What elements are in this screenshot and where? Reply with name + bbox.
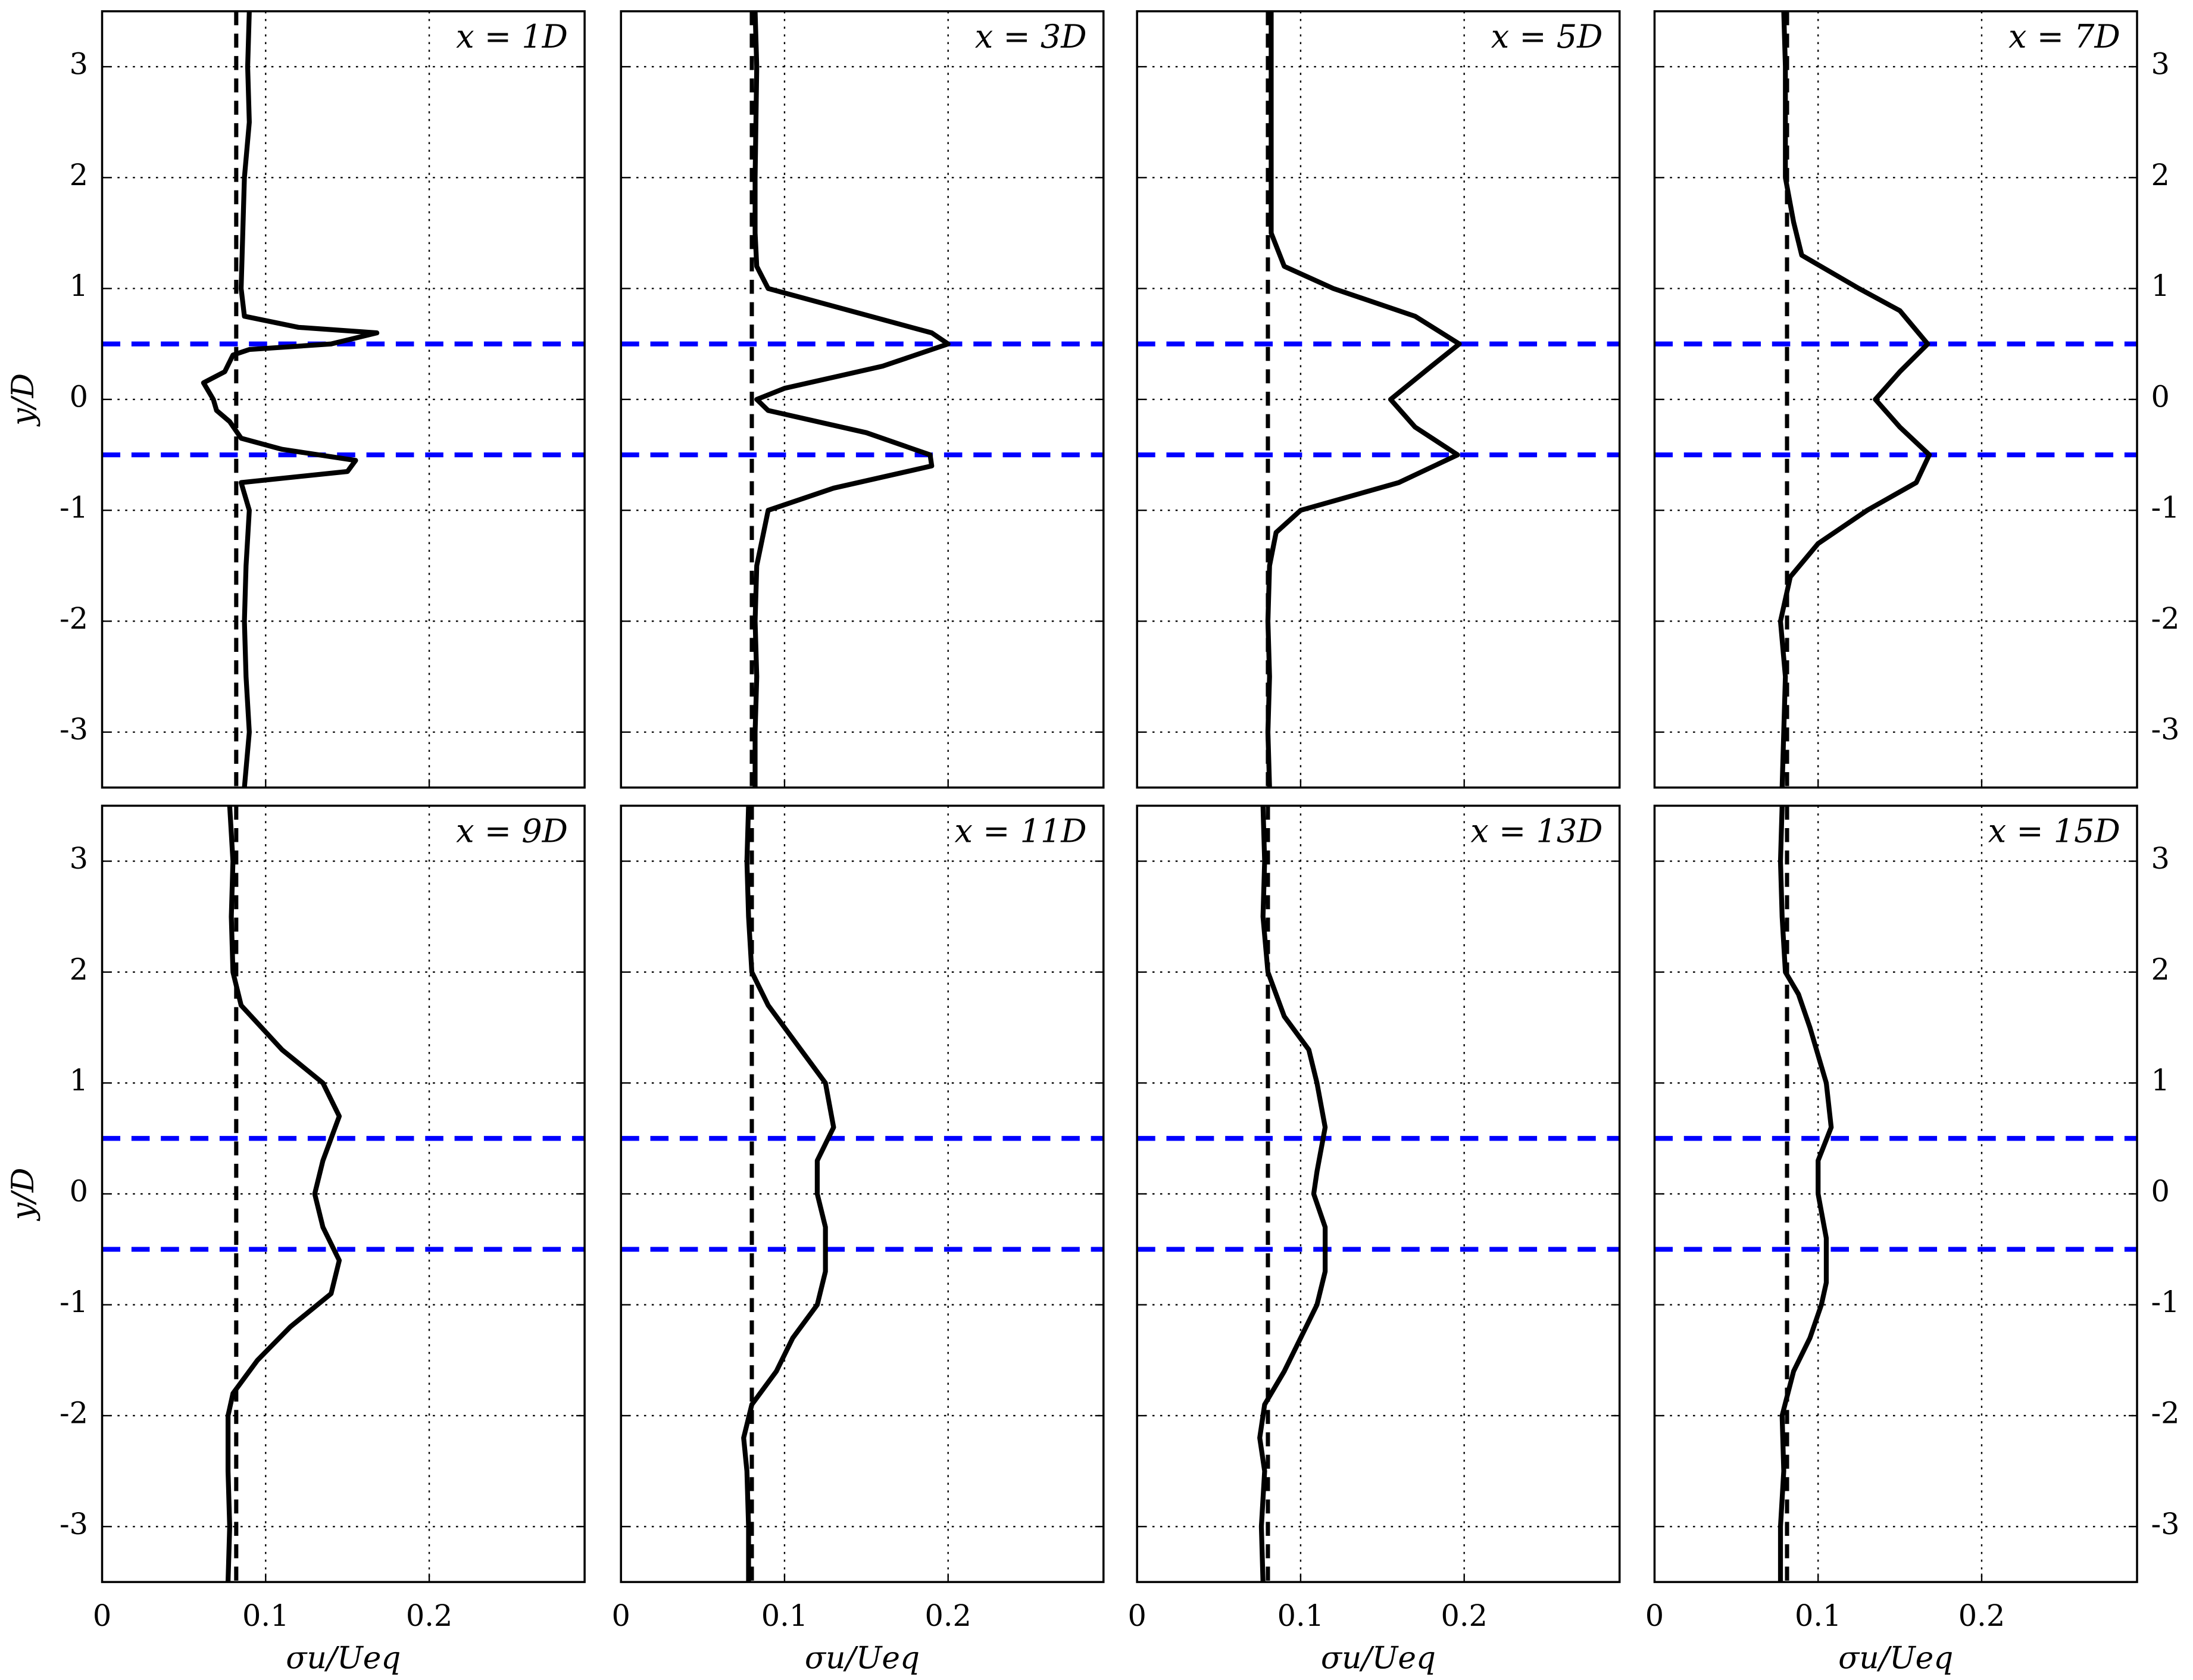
y-axis-label: y/D [5,373,41,427]
y-tick-label: -1 [2151,1285,2180,1319]
panel-title: x = 3D [975,18,1087,55]
y-tick-label: -1 [2151,491,2180,525]
y-tick-label: 1 [2151,268,2170,303]
profile-line [741,805,836,1582]
panel-title: x = 5D [1491,18,1603,55]
profile-line [1257,805,1328,1582]
panel-title: x = 7D [2008,18,2120,55]
y-tick-label: 3 [70,841,88,876]
y-axis-label: y/D [5,1167,41,1221]
y-tick-label: -3 [60,712,88,747]
x-axis-label: σu/Ueq [1321,1640,1436,1676]
y-tick-label: -1 [60,1285,88,1319]
y-tick-label: 0 [70,1174,88,1209]
x-axis-label: σu/Ueq [1838,1640,1953,1676]
x-tick-label: 0 [93,1598,111,1633]
x-tick-label: 0.1 [761,1598,808,1633]
y-tick-label: 2 [2151,158,2170,192]
panel-title: x = 13D [1470,812,1602,850]
axes-frame [1136,10,1621,789]
y-tick-label: -3 [2151,712,2180,747]
y-tick-label: -2 [60,1395,88,1430]
y-tick-label: 0 [2151,1174,2170,1209]
y-tick-label: 2 [70,158,88,192]
x-axis-label: σu/Ueq [286,1640,401,1676]
x-tick-label: 0.1 [242,1598,289,1633]
axes-frame [101,10,586,789]
x-tick-label: 0 [1127,1598,1146,1633]
x-tick-label: 0.1 [1795,1598,1841,1633]
y-tick-label: 2 [2151,952,2170,986]
axes-frame [101,804,586,1584]
x-axis-label: σu/Ueq [805,1640,920,1676]
y-tick-label: -2 [2151,1395,2180,1430]
profile-line [201,11,380,788]
y-tick-label: 1 [2151,1063,2170,1098]
x-tick-label: 0.2 [924,1598,971,1633]
panel-title: x = 11D [954,812,1086,850]
x-tick-label: 0 [1645,1598,1664,1633]
y-tick-label: 0 [2151,379,2170,414]
y-tick-label: -1 [60,491,88,525]
axes-frame [620,804,1105,1584]
profile-line [1265,11,1462,788]
y-tick-label: 1 [70,268,88,303]
y-tick-label: -2 [2151,601,2180,636]
y-tick-label: 3 [2151,47,2170,82]
profile-line [1777,805,1834,1582]
profile-line [1777,11,1932,788]
profile-line [225,805,342,1582]
y-tick-label: -3 [2151,1507,2180,1541]
axes-frame [620,10,1105,789]
y-tick-label: 3 [2151,841,2170,876]
panel-title: x = 9D [456,812,568,850]
x-tick-label: 0.1 [1277,1598,1324,1633]
panel-title: x = 15D [1988,812,2120,850]
profile-line [752,11,951,788]
axes-frame [1653,804,2138,1584]
x-tick-label: 0.2 [1958,1598,2005,1633]
y-tick-label: 0 [70,379,88,414]
x-tick-label: 0.2 [1441,1598,1487,1633]
y-tick-label: 2 [70,952,88,986]
axes-frame [1653,10,2138,789]
y-tick-label: -2 [60,601,88,636]
y-tick-label: 1 [70,1063,88,1098]
axes-frame [1136,804,1621,1584]
y-tick-label: 3 [70,47,88,82]
y-tick-label: -3 [60,1507,88,1541]
panel-title: x = 1D [456,18,568,55]
x-tick-label: 0 [611,1598,630,1633]
x-tick-label: 0.2 [406,1598,452,1633]
